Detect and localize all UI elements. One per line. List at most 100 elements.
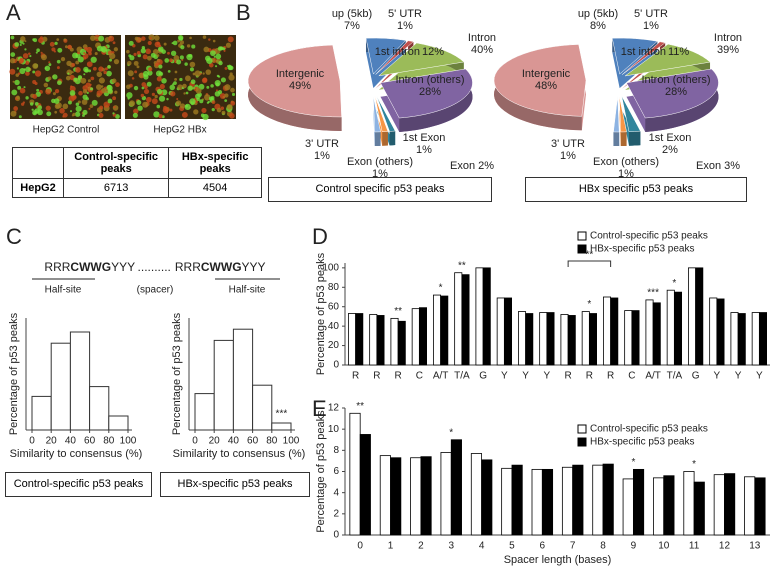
cell [162, 107, 169, 114]
table-cell: 6713 [62, 178, 170, 198]
cell [9, 68, 16, 75]
cell [223, 49, 226, 52]
cell [20, 36, 26, 42]
cell [140, 93, 145, 98]
bar [572, 464, 584, 536]
cell [67, 44, 72, 50]
bar [603, 296, 612, 366]
cell [24, 48, 27, 51]
bar [450, 439, 462, 536]
bar [730, 312, 739, 366]
cell [54, 89, 60, 94]
y-tick-label: 60 [328, 301, 340, 312]
cell [143, 74, 149, 80]
cell [19, 43, 22, 47]
bar [454, 272, 463, 366]
bar [390, 317, 399, 366]
cell [128, 100, 136, 107]
pie-caption: HBx specific p53 peaks [525, 177, 747, 202]
x-tick-label: R [395, 371, 402, 382]
bracket [567, 260, 612, 267]
bar [581, 311, 590, 366]
x-tick-label: 10 [658, 541, 670, 552]
cell [174, 70, 178, 74]
cell [224, 66, 228, 70]
cell [90, 76, 95, 81]
cell [44, 67, 47, 70]
x-tick-label: C [416, 371, 423, 382]
cell [156, 104, 161, 109]
cell [23, 86, 26, 89]
y-tick-label: 0 [333, 530, 339, 541]
hist-bar [194, 393, 215, 431]
y-tick-label: 0 [333, 360, 339, 371]
motif-part: YYY [111, 260, 135, 274]
cell [80, 77, 87, 84]
bar [592, 464, 604, 536]
cell [78, 90, 83, 96]
bar [440, 452, 452, 536]
slice-name: 1st intron [375, 46, 420, 58]
cell [161, 78, 167, 84]
x-tick-label: 6 [540, 541, 546, 552]
significance: *** [647, 288, 659, 299]
x-label: Spacer length (bases) [504, 554, 612, 566]
x-tick-label: Y [735, 371, 742, 382]
x-tick-label: 13 [749, 541, 761, 552]
significance: * [587, 299, 591, 310]
cell [189, 61, 196, 68]
cell [222, 47, 226, 51]
x-tick-label: R [607, 371, 614, 382]
cell [227, 36, 234, 43]
x-tick-label: G [479, 371, 487, 382]
x-tick-label: Y [522, 371, 529, 382]
cell [177, 39, 181, 43]
cell [90, 87, 94, 91]
cell [21, 102, 25, 106]
slice-value-label: 49% [289, 80, 311, 92]
x-tick-label: R [565, 371, 572, 382]
cell [132, 112, 138, 118]
y-tick-label: 20 [328, 340, 340, 351]
cell [177, 34, 184, 41]
slice-name: Intron (others) [641, 74, 710, 86]
cell [215, 53, 222, 60]
motif-label: (spacer) [137, 285, 174, 296]
cell [59, 108, 65, 114]
y-tick-label: 6 [333, 466, 339, 477]
slice-top [611, 37, 658, 75]
cell [10, 110, 17, 117]
cell [201, 107, 207, 114]
table-header: Control-specific peaks [62, 147, 170, 179]
cell [210, 84, 214, 88]
cell [9, 58, 16, 64]
cell [87, 79, 91, 83]
cell [146, 81, 152, 87]
x-tick-label: 5 [509, 541, 515, 552]
cell [146, 55, 152, 61]
cell [186, 44, 191, 48]
bar [525, 313, 534, 366]
bar [359, 434, 371, 536]
bar [751, 312, 760, 366]
hist-bar [50, 342, 71, 431]
cell [57, 47, 63, 53]
cell [62, 103, 69, 110]
slice-top [374, 95, 389, 133]
bar [624, 310, 633, 366]
cell [98, 66, 104, 72]
cell [189, 67, 194, 72]
x-tick-label: 20 [209, 436, 221, 447]
legend-swatch [577, 244, 587, 254]
cell [69, 110, 73, 113]
cell [226, 104, 233, 110]
cell [184, 62, 188, 66]
slice-shade [613, 131, 620, 146]
x-tick-label: Y [756, 371, 763, 382]
hist-bar [271, 422, 292, 431]
cell [29, 54, 32, 58]
bar [754, 477, 766, 536]
significance: ** [356, 401, 364, 412]
cell [200, 113, 205, 118]
